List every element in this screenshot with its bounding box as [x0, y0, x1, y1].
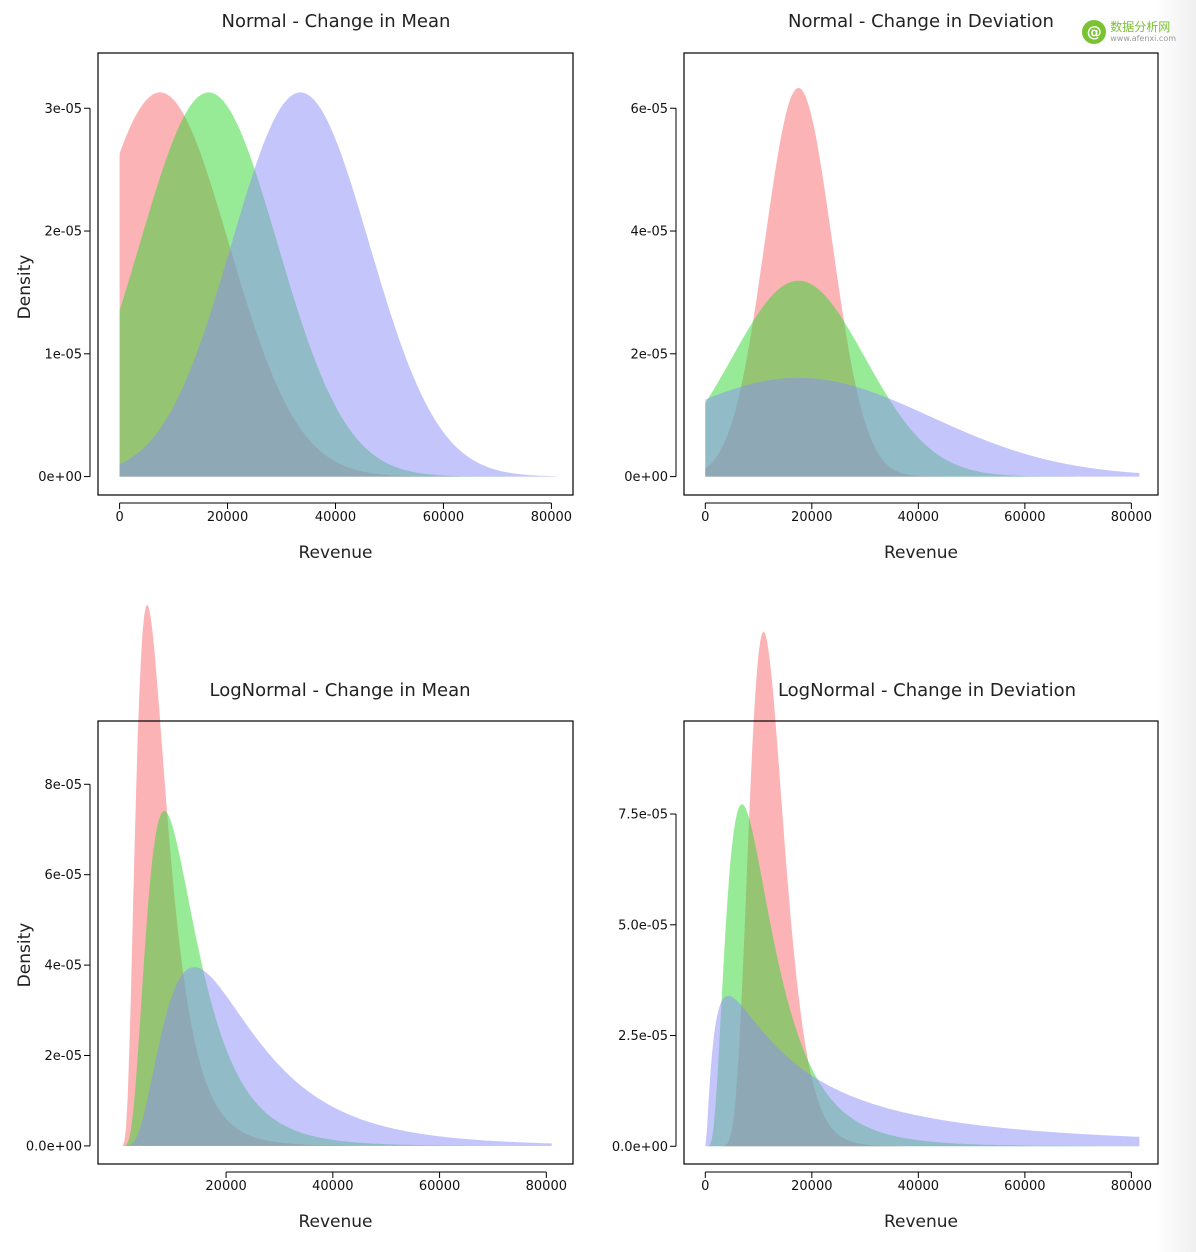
- x-tick-label: 40000: [898, 510, 939, 525]
- y-tick-label: 3e-05: [44, 102, 82, 117]
- watermark-url: www.afenxi.com: [1110, 34, 1176, 43]
- y-tick-label: 2e-05: [44, 1049, 82, 1064]
- edge-shadow: [1156, 0, 1196, 1252]
- x-tick-label: 80000: [526, 1179, 567, 1194]
- x-tick-label: 80000: [1111, 510, 1152, 525]
- y-tick-label: 7.5e-05: [618, 808, 668, 823]
- x-tick-label: 0: [701, 1179, 709, 1194]
- x-axis-label: Revenue: [884, 543, 958, 563]
- x-tick-label: 80000: [1111, 1179, 1152, 1194]
- at-sign-logo-icon: @: [1082, 20, 1107, 44]
- y-axis-label: Density: [15, 923, 35, 988]
- chart-panel: Normal - Change in Deviation 0e+00 2e-05 4e…: [624, 11, 1159, 563]
- x-tick-label: 40000: [315, 510, 356, 525]
- y-tick-label: 6e-05: [630, 102, 668, 117]
- watermark-text: 数据分析网 www.afenxi.com: [1110, 21, 1176, 43]
- x-tick-label: 20000: [207, 510, 248, 525]
- y-tick-label: 0.0e+00: [26, 1139, 82, 1154]
- x-tick-label: 60000: [1004, 1179, 1045, 1194]
- x-axis-label: Revenue: [298, 543, 372, 563]
- plot-frame: [97, 52, 574, 496]
- y-tick-label: 0e+00: [624, 470, 668, 485]
- y-tick-label: 2e-05: [630, 347, 668, 362]
- x-axis-label: Revenue: [298, 1212, 372, 1232]
- density-area-blue: [119, 967, 552, 1146]
- chart-title: LogNormal - Change in Deviation: [778, 680, 1076, 701]
- x-tick-label: 0: [701, 510, 709, 525]
- x-tick-label: 60000: [419, 1179, 460, 1194]
- x-tick-label: 40000: [898, 1179, 939, 1194]
- x-tick-label: 20000: [791, 1179, 832, 1194]
- y-tick-label: 2.5e-05: [618, 1029, 668, 1044]
- y-tick-label: 8e-05: [44, 778, 82, 793]
- y-tick-label: 4e-05: [630, 225, 668, 240]
- chart-panel: LogNormal - Change in Mean 0.0e+00 2e-05 4e…: [15, 604, 574, 1232]
- density-area-blue: [705, 995, 1140, 1147]
- plot-frame: [97, 720, 574, 1165]
- y-tick-label: 5.0e-05: [618, 918, 668, 933]
- y-tick-label: 6e-05: [44, 868, 82, 883]
- chart-panel: Normal - Change in Mean 0e+00 1e-05 2e-05 3e…: [15, 11, 574, 563]
- x-tick-label: 0: [115, 510, 123, 525]
- x-tick-label: 60000: [1004, 510, 1045, 525]
- y-tick-label: 0e+00: [38, 470, 82, 485]
- y-tick-label: 4e-05: [44, 959, 82, 974]
- y-tick-label: 2e-05: [44, 225, 82, 240]
- chart-title: LogNormal - Change in Mean: [209, 680, 470, 701]
- x-tick-label: 60000: [423, 510, 464, 525]
- y-axis-label: Density: [15, 255, 35, 320]
- y-tick-label: 0.0e+00: [612, 1140, 668, 1155]
- density-area-blue: [705, 377, 1140, 477]
- x-axis-label: Revenue: [884, 1212, 958, 1232]
- x-tick-label: 80000: [531, 510, 572, 525]
- y-tick-label: 1e-05: [44, 347, 82, 362]
- density-area-blue: [119, 92, 557, 477]
- x-tick-label: 40000: [312, 1179, 353, 1194]
- x-tick-label: 20000: [205, 1179, 246, 1194]
- watermark: @ 数据分析网 www.afenxi.com: [1082, 20, 1176, 44]
- chart-title: Normal - Change in Mean: [222, 11, 451, 32]
- chart-title: Normal - Change in Deviation: [788, 11, 1054, 32]
- x-tick-label: 20000: [791, 510, 832, 525]
- watermark-brand: 数据分析网: [1110, 20, 1171, 34]
- chart-panel: LogNormal - Change in Deviation 0.0e+00 2.…: [612, 631, 1159, 1232]
